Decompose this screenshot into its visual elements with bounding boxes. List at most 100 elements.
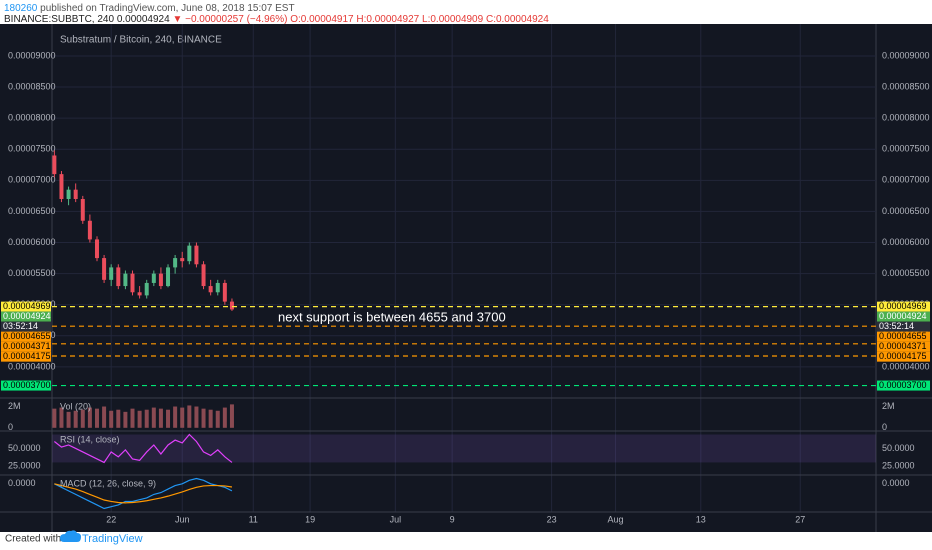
candle-body (59, 174, 64, 199)
ohlc: H:0.00004927 (354, 14, 420, 25)
ohlc: O:0.00004917 (287, 14, 354, 25)
annotation: next support is between 4655 and 3700 (278, 309, 506, 324)
y-tick-label: 0.00008500 (8, 81, 56, 91)
volume-bar (94, 408, 99, 428)
x-tick-label: 22 (106, 514, 116, 524)
price-label-box (877, 331, 930, 342)
y-tick-label: 0.00004000 (8, 361, 56, 371)
volume-bar (73, 410, 78, 428)
last: 0.00004924 (114, 14, 170, 25)
candle-body (208, 286, 213, 293)
price-label-box (877, 301, 930, 312)
candle-body (222, 282, 227, 302)
volume-bar (52, 408, 57, 428)
y-tick-label: 0.00006000 (882, 237, 930, 247)
ohlc: L:0.00004909 (419, 14, 483, 25)
published: published on TradingView.com, June 08, 2… (37, 3, 294, 14)
pane-title: Vol (20) (60, 401, 91, 411)
volume-bar (194, 406, 199, 428)
price-label: 0.00004924 (879, 311, 927, 321)
y-tick-label: 2M (882, 401, 895, 411)
volume-bar (123, 411, 128, 428)
y-tick-label: 0.00006000 (8, 237, 56, 247)
price-label-box (877, 311, 930, 322)
candle-body (137, 292, 142, 296)
price-label-box (1, 311, 51, 322)
ohlc: C:0.00004924 (483, 14, 549, 25)
price-label-box (1, 380, 51, 391)
price-label-box (877, 341, 930, 352)
indicator-line (54, 477, 233, 510)
price-label-box (1, 331, 51, 342)
price-label-box (1, 321, 51, 332)
x-tick-label: 9 (450, 514, 455, 524)
price-label-box (1, 301, 51, 312)
candle-body (201, 264, 206, 287)
y-tick-label: 50.0000 (882, 443, 915, 453)
price-label: 0.00004655 (3, 331, 51, 341)
y-tick-label: 0.00007500 (8, 144, 56, 154)
y-tick-label: 0.00007000 (8, 175, 56, 185)
candle-body (180, 258, 185, 262)
indicator-line (53, 433, 233, 464)
y-tick-label: 0.00006500 (8, 206, 56, 216)
footer-brand[interactable]: TradingView (82, 533, 143, 545)
candle-body (109, 267, 114, 280)
price-label: 0.00004969 (3, 301, 51, 311)
volume-bar (59, 407, 64, 428)
x-tick-label: 13 (696, 514, 706, 524)
price-label-box (877, 380, 930, 391)
y-tick-label: 25.0000 (882, 460, 915, 470)
volume-bar (187, 405, 192, 428)
y-tick-label: 0.00009000 (882, 50, 930, 60)
candle-body (94, 239, 99, 259)
y-tick-label: 2M (8, 401, 21, 411)
price-label: 03:52:14 (879, 321, 914, 331)
chart-title: Substratum / Bitcoin, 240, BINANCE (60, 35, 222, 46)
volume-bar (109, 410, 114, 428)
indicator-line (54, 483, 233, 504)
volume-bar (201, 408, 206, 428)
candle-body (158, 273, 163, 287)
symbol: BINANCE:SUBBTC, 240 (4, 14, 114, 25)
y-tick-label: 0.00008500 (882, 81, 930, 91)
pane-title: RSI (14, close) (60, 434, 120, 444)
candle-body (123, 273, 128, 287)
rsi-band (52, 434, 876, 463)
x-tick-label: 27 (795, 514, 805, 524)
candle-body (166, 267, 171, 287)
candle-body (130, 273, 135, 293)
price-label: 0.00004175 (3, 351, 51, 361)
candle-body (52, 155, 57, 175)
candle-body (87, 220, 92, 240)
candle-body (187, 245, 192, 262)
candle-body (144, 282, 149, 296)
candle-body (194, 245, 199, 265)
candle-body (116, 267, 121, 287)
y-tick-label: 50.0000 (8, 443, 41, 453)
x-tick-label: Aug (608, 514, 624, 524)
y-tick-label: 0.00007000 (882, 175, 930, 185)
volume-bar (102, 406, 107, 428)
y-tick-label: 0 (8, 422, 13, 432)
volume-bar (151, 407, 156, 428)
y-tick-label: 0.00009000 (8, 50, 56, 60)
x-tick-label: Jul (390, 514, 402, 524)
y-tick-label: 0.00007500 (882, 144, 930, 154)
volume-bar (215, 410, 220, 428)
volume-bar (144, 409, 149, 428)
volume-bar (80, 409, 85, 428)
price-label: 0.00004371 (3, 341, 51, 351)
change: ▼ −0.00000257 (−4.96%) (170, 14, 288, 25)
x-tick-label: Jun (175, 514, 190, 524)
candle-body (66, 189, 71, 199)
x-tick-label: 23 (547, 514, 557, 524)
symbol-line: BINANCE:SUBBTC, 240 0.00004924 ▼ −0.0000… (4, 14, 549, 25)
user[interactable]: 180260 (4, 3, 38, 14)
y-tick-label: 25.0000 (8, 460, 41, 470)
y-tick-label: 0 (882, 422, 887, 432)
y-tick-label: 0.00004000 (882, 361, 930, 371)
volume-bar (137, 410, 142, 428)
volume-bar (166, 409, 171, 428)
